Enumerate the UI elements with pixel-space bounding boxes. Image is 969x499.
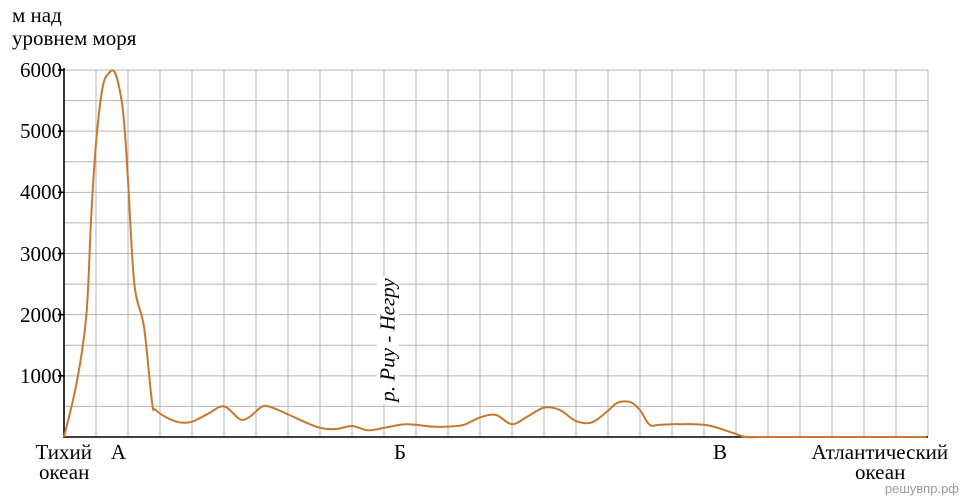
- elevation-line: [63, 69, 927, 439]
- x-point-label: океан: [855, 460, 906, 484]
- y-tick-label: 4000: [20, 180, 62, 205]
- x-point-label: А: [110, 440, 127, 464]
- x-point-label: В: [713, 440, 728, 464]
- grid-lines: [64, 69, 929, 437]
- series-layer: [63, 69, 927, 439]
- y-tick-label: 5000: [20, 119, 62, 144]
- y-axis-unit-line-2: уровнем моря: [12, 26, 137, 50]
- x-point-label: Б: [394, 440, 407, 464]
- watermark: решувпр.рф: [884, 481, 959, 496]
- y-tick-label: 3000: [20, 241, 62, 266]
- x-point-label: океан: [39, 460, 90, 484]
- y-tick-label: 2000: [20, 302, 62, 327]
- y-axis-unit-line-1: м над: [12, 3, 62, 27]
- x-point-label: Тихий: [35, 440, 93, 464]
- river-annotation: р. Риу - Негру: [375, 276, 400, 404]
- y-tick-label: 1000: [20, 363, 62, 388]
- y-tick-label: 6000: [20, 58, 62, 82]
- x-point-label: Атлантический: [811, 440, 949, 464]
